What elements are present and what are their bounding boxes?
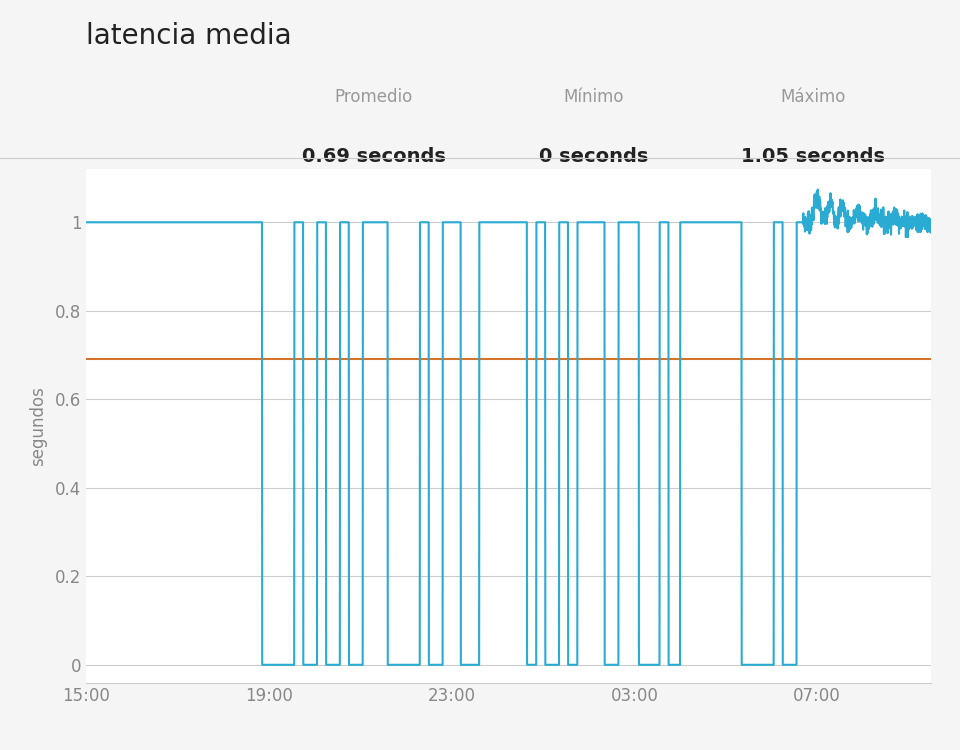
Text: Promedio: Promedio: [334, 88, 413, 106]
Y-axis label: segundos: segundos: [29, 386, 47, 466]
Text: 0 seconds: 0 seconds: [539, 147, 648, 166]
Text: Mínimo: Mínimo: [563, 88, 624, 106]
Text: 1.05 seconds: 1.05 seconds: [741, 147, 885, 166]
Text: 0.69 seconds: 0.69 seconds: [301, 147, 445, 166]
Text: latencia media: latencia media: [86, 22, 292, 50]
Text: Máximo: Máximo: [780, 88, 846, 106]
